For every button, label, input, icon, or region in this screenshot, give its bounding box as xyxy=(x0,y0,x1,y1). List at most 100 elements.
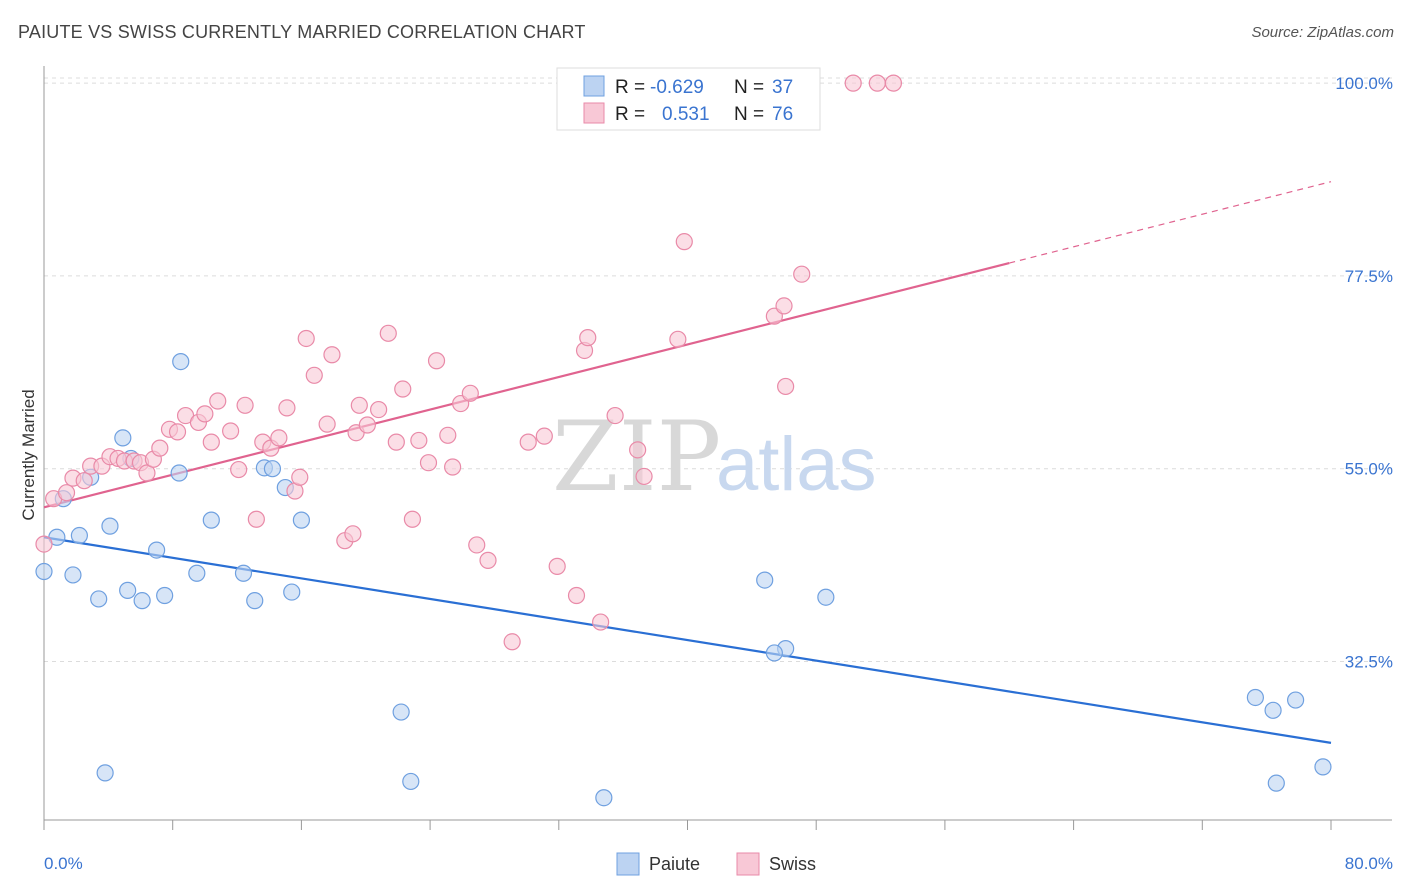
bottom-legend-label-swiss: Swiss xyxy=(769,854,816,874)
point-swiss xyxy=(675,233,693,251)
point-swiss xyxy=(793,265,811,283)
point-paiute xyxy=(1267,774,1285,792)
point-paiute xyxy=(114,429,132,447)
point-swiss xyxy=(419,454,438,472)
watermark-atlas: atlas xyxy=(716,422,877,507)
point-paiute xyxy=(101,517,119,535)
bottom-legend: Paiute Swiss xyxy=(616,852,816,876)
point-swiss xyxy=(444,458,462,476)
point-paiute xyxy=(133,592,151,610)
point-paiute xyxy=(595,789,613,807)
point-paiute xyxy=(119,581,137,599)
point-swiss xyxy=(775,297,793,315)
point-swiss xyxy=(567,586,586,605)
point-swiss xyxy=(202,433,220,451)
legend-swatch-swiss xyxy=(583,102,605,124)
legend-n-value: 76 xyxy=(772,104,793,125)
point-swiss xyxy=(606,406,624,425)
x-tick-label: 80.0% xyxy=(1345,854,1393,873)
point-paiute xyxy=(292,511,310,529)
trend-line-paiute xyxy=(43,536,1332,744)
point-swiss xyxy=(196,405,214,423)
point-swiss xyxy=(379,324,397,342)
point-swiss xyxy=(439,426,457,444)
point-swiss xyxy=(394,380,412,398)
point-swiss xyxy=(387,433,405,451)
legend-n-value: 37 xyxy=(772,77,793,98)
point-swiss xyxy=(535,427,553,445)
point-swiss xyxy=(209,392,227,410)
point-swiss xyxy=(370,400,388,419)
point-swiss xyxy=(305,366,323,384)
trend-line-swiss xyxy=(43,262,1010,509)
trend-lines xyxy=(43,181,1332,744)
point-paiute xyxy=(188,564,206,582)
point-paiute xyxy=(156,586,174,605)
point-swiss xyxy=(548,557,566,575)
point-swiss xyxy=(403,510,422,528)
point-swiss xyxy=(868,74,886,92)
point-swiss xyxy=(592,613,610,631)
y-tick-label: 32.5% xyxy=(1345,652,1393,671)
point-paiute xyxy=(1264,701,1282,719)
point-paiute xyxy=(402,772,420,791)
point-swiss xyxy=(168,423,187,441)
y-tick-label: 77.5% xyxy=(1345,267,1393,286)
data-points xyxy=(35,74,1332,807)
point-swiss xyxy=(318,415,336,433)
point-paiute xyxy=(817,588,835,606)
point-swiss xyxy=(236,396,254,414)
point-swiss xyxy=(427,352,446,370)
point-paiute xyxy=(170,464,188,482)
point-swiss xyxy=(278,399,296,417)
point-swiss xyxy=(461,384,479,402)
axes xyxy=(43,66,1392,830)
point-swiss xyxy=(138,464,156,482)
point-swiss xyxy=(247,510,265,528)
legend-r-label: R = xyxy=(615,104,645,125)
point-swiss xyxy=(344,525,362,543)
point-swiss xyxy=(503,633,521,651)
point-paiute xyxy=(148,541,166,559)
point-paiute xyxy=(756,571,774,589)
point-paiute xyxy=(283,583,301,601)
y-tick-label: 55.0% xyxy=(1345,460,1393,479)
point-swiss xyxy=(222,422,240,440)
point-swiss xyxy=(844,74,862,92)
point-paiute xyxy=(172,353,190,371)
trend-line-extension-swiss xyxy=(1009,181,1332,264)
bottom-legend-swatch-paiute xyxy=(616,852,640,876)
y-tick-label: 100.0% xyxy=(1335,74,1393,93)
legend-n-label: N = xyxy=(734,77,764,98)
point-swiss xyxy=(151,439,169,457)
point-swiss xyxy=(635,467,653,486)
x-tick-label: 0.0% xyxy=(44,854,83,873)
point-paiute xyxy=(765,644,783,662)
point-paiute xyxy=(64,566,82,584)
watermark: ZIP atlas xyxy=(552,401,877,513)
legend-swatch-paiute xyxy=(583,75,605,97)
point-swiss xyxy=(884,74,903,92)
bottom-legend-label-paiute: Paiute xyxy=(649,854,700,874)
point-swiss xyxy=(777,377,795,396)
point-paiute xyxy=(90,590,108,608)
point-paiute xyxy=(246,592,264,610)
point-swiss xyxy=(579,329,597,347)
point-swiss xyxy=(35,535,53,553)
source-note: Source: ZipAtlas.com xyxy=(1251,24,1394,41)
point-swiss xyxy=(75,472,93,490)
point-paiute xyxy=(1246,688,1264,707)
point-swiss xyxy=(669,330,687,348)
bottom-legend-swatch-swiss xyxy=(736,852,760,876)
point-swiss xyxy=(323,346,341,364)
point-swiss xyxy=(479,551,497,569)
point-paiute xyxy=(1287,691,1305,709)
point-paiute xyxy=(96,764,114,782)
point-paiute xyxy=(263,460,282,478)
point-swiss xyxy=(519,433,537,451)
point-swiss xyxy=(358,416,376,434)
legend-r-value: 0.531 xyxy=(662,104,710,125)
point-swiss xyxy=(629,441,647,459)
point-swiss xyxy=(291,468,309,486)
